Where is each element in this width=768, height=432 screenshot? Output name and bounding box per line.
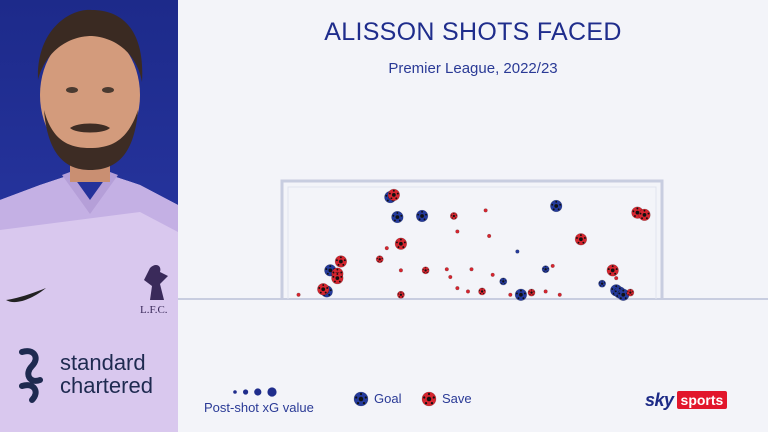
save-shot-marker [638,208,651,221]
save-shot-marker [606,264,619,277]
save-shot-marker [448,274,453,280]
club-initials: L.F.C. [140,304,168,316]
size-legend-dot [267,387,277,397]
goal-shot-marker [415,209,429,223]
save-shot-marker [455,229,460,234]
save-shot-marker [550,263,555,269]
sponsor-line-1: standard [60,350,146,375]
shot-map [178,179,768,407]
goal-shot-marker [541,265,550,274]
chart-subtitle: Premier League, 2022/23 [388,60,558,77]
save-shot-marker [449,212,458,220]
save-shot-marker [465,289,471,294]
goal-legend-icon [353,391,369,407]
save-shot-marker [394,237,407,250]
player-photo-panel: L.F.C. standard chartered [0,0,178,432]
save-shot-marker [469,267,474,272]
save-shot-marker [508,292,513,297]
goal-shot-marker [499,277,508,286]
sports-wordmark: sports [676,391,728,409]
save-shot-marker [487,233,492,239]
save-shot-marker [331,272,344,285]
save-shot-marker [317,283,330,296]
goal-legend-label: Goal [374,391,402,406]
save-shot-marker [490,272,495,277]
save-shot-marker [444,267,449,272]
save-shot-marker [296,292,301,297]
goal-shot-marker [514,288,528,301]
goal-frame [280,179,664,299]
save-shot-marker [384,246,389,251]
save-shot-marker [626,288,635,297]
goal-shot-marker [598,279,607,288]
save-shot-marker [396,290,405,299]
sky-sports-logo: sky sports [645,389,728,411]
save-shot-marker [527,288,536,297]
save-shot-marker [398,268,403,273]
goal-shot-marker [515,249,520,254]
size-legend-dot [243,389,249,395]
chart-panel: ALISSON SHOTS FACED Premier League, 2022… [178,0,768,432]
save-shot-marker [543,289,548,294]
goal-shot-marker [617,288,630,301]
save-shot-marker [387,188,400,201]
goal-shot-marker [391,210,404,224]
save-shot-marker [455,286,460,291]
sky-wordmark: sky [645,389,674,410]
player-photo [0,9,178,432]
save-legend-icon [421,391,437,407]
goal-shot-marker [550,199,563,213]
save-legend-label: Save [442,391,472,406]
save-shot-marker [375,255,384,264]
save-shot-marker [483,208,488,213]
save-shot-marker [574,233,588,246]
size-legend-label: Post-shot xG value [204,400,314,415]
chart-title: ALISSON SHOTS FACED [324,18,622,46]
save-shot-marker [478,287,486,296]
save-shot-marker [334,255,347,268]
save-shot-marker [557,292,562,297]
size-legend-dot [254,388,262,396]
sponsor-line-2: chartered [60,373,153,398]
size-legend-dot [233,390,237,394]
goal-net-inner [287,186,657,299]
save-shot-marker [421,266,430,275]
save-shot-marker [614,276,619,281]
